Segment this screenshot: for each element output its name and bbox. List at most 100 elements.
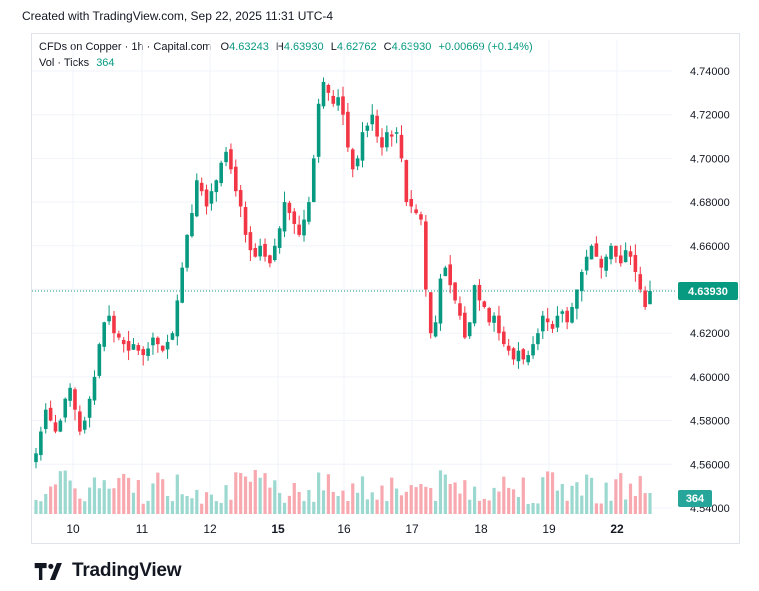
volume-bar: [609, 500, 613, 514]
candle-body: [131, 344, 136, 350]
candle-body: [628, 251, 633, 257]
tradingview-logo-icon: [34, 562, 62, 580]
candle-body: [126, 341, 131, 351]
volume-bar: [107, 488, 111, 514]
candle-body: [82, 420, 87, 430]
candle-body: [633, 254, 638, 273]
volume-bar: [214, 501, 218, 514]
candle-body: [419, 214, 423, 220]
volume-bar: [253, 469, 257, 514]
volume-bar: [628, 483, 633, 514]
candle-body: [92, 376, 97, 401]
volume-bar: [209, 494, 214, 514]
candle-body: [238, 190, 243, 207]
legend-interval[interactable]: 1h: [131, 41, 144, 53]
volume-bar: [614, 479, 618, 514]
volume-bar: [151, 483, 155, 514]
volume-bar: [385, 500, 389, 514]
price-tick-label: 4.74000: [690, 66, 730, 78]
candle-body: [73, 389, 77, 410]
volume-bar: [351, 483, 355, 514]
candle-body: [229, 149, 233, 170]
candle-body: [331, 95, 336, 104]
volume-bar: [307, 489, 311, 514]
volume-bar: [531, 502, 535, 514]
candle-body: [443, 267, 448, 277]
volume-bar: [63, 470, 67, 514]
volume-bar: [331, 491, 335, 514]
volume-bar: [190, 498, 194, 514]
volume-bar: [516, 496, 521, 514]
candle-body: [97, 344, 102, 376]
candle-body: [341, 96, 345, 115]
volume-bar: [604, 482, 608, 514]
volume-bar: [302, 501, 306, 514]
candle-body: [53, 422, 58, 432]
volume-bar: [200, 503, 204, 514]
candle-body: [570, 306, 574, 323]
price-tick-label: 4.72000: [690, 110, 730, 122]
volume-bar: [380, 485, 384, 514]
candle-body: [521, 349, 526, 360]
volume-bar: [472, 486, 477, 514]
volume-bar: [312, 501, 316, 514]
tradingview-logo[interactable]: TradingView: [34, 560, 182, 582]
volume-bar: [273, 480, 277, 514]
last-price-badge-text: 4.63930: [688, 286, 728, 298]
candle-body: [39, 431, 43, 456]
candle-body: [311, 158, 316, 203]
volume-bar: [204, 492, 209, 514]
legend-symbol[interactable]: CFDs on Copper: [39, 41, 122, 53]
candle-body: [102, 322, 107, 347]
candle-body: [370, 114, 375, 125]
candle-body: [297, 224, 301, 235]
volume-bar: [92, 477, 97, 514]
candle-body: [638, 274, 643, 290]
volume-bar: [360, 476, 365, 514]
volume-bar: [507, 487, 511, 514]
volume-bar: [555, 490, 560, 514]
axis-badges: 4.63930 364: [678, 282, 738, 507]
volume-bar: [346, 500, 350, 514]
candle-body: [253, 248, 258, 257]
candle-body: [175, 300, 180, 337]
volume-bar: [195, 489, 199, 514]
candle-body: [375, 115, 379, 137]
candle-body: [565, 310, 569, 323]
legend-low-label: L: [330, 41, 337, 53]
volume-bar: [443, 474, 447, 514]
volume-bar: [399, 495, 404, 514]
time-tick-label: 16: [337, 522, 351, 536]
volume-bar: [248, 481, 253, 514]
candle-body: [78, 411, 82, 432]
volume-bar: [458, 493, 462, 514]
candle-body: [107, 315, 111, 322]
candle-body: [34, 453, 38, 463]
candle-body: [307, 202, 311, 222]
candle-body: [497, 315, 501, 334]
volume-bar: [175, 474, 179, 514]
candle-body: [404, 160, 409, 203]
volume-bar: [570, 485, 574, 514]
candle-body: [614, 245, 618, 257]
candle-body: [165, 341, 170, 350]
volume-bar: [297, 491, 301, 514]
candle-body: [282, 202, 287, 232]
price-tick-label: 4.62000: [690, 328, 730, 340]
candle-body: [487, 308, 491, 323]
candle-body: [526, 355, 530, 363]
candle-body: [536, 333, 540, 345]
candle-body: [170, 333, 175, 340]
volume-bar: [161, 479, 165, 514]
volume-bar: [541, 477, 545, 514]
volume-bar: [599, 503, 603, 514]
volume-bar: [463, 480, 467, 514]
volume-bar: [78, 498, 82, 514]
candle-body: [531, 344, 535, 356]
volume-bar: [633, 495, 637, 514]
candle-body: [428, 292, 433, 334]
candle-body: [350, 149, 355, 170]
volume-bar: [258, 477, 262, 514]
legend-volume-label[interactable]: Vol · Ticks: [39, 57, 90, 69]
